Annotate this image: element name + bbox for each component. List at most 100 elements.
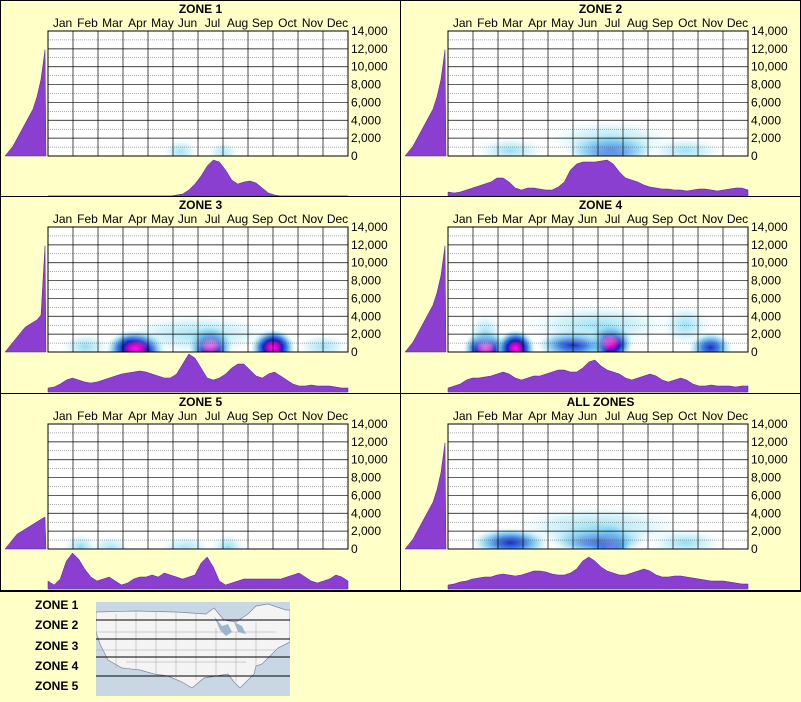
month-label-may: May: [551, 212, 574, 226]
month-label-feb: Feb: [77, 409, 98, 423]
y-tick-label: 8,000: [351, 78, 381, 92]
y-tick-label: 2,000: [751, 327, 781, 341]
month-label-nov: Nov: [302, 409, 323, 423]
heat-blob: [475, 137, 546, 156]
legend-zone-1: ZONE 1: [35, 598, 79, 612]
y-tick-label: 8,000: [351, 471, 381, 485]
y-tick-label: 14,000: [351, 220, 388, 234]
month-label-dec: Dec: [327, 16, 348, 30]
monthly-profile: [48, 159, 348, 197]
chart-panel-5: ZONE 5 Jan Feb Mar Apr May Jun Jul Aug Sep Oct Nov D…: [0, 393, 401, 591]
elevation-profile: [404, 49, 447, 157]
y-tick-label: 4,000: [751, 506, 781, 520]
y-tick-label: 0: [751, 149, 758, 163]
y-tick-label: 14,000: [351, 417, 388, 431]
month-label-sep: Sep: [652, 409, 674, 423]
y-tick-label: 4,000: [351, 113, 381, 127]
panels-grid: ZONE 1 Jan Feb Mar Apr May Jun Jul Aug Sep Oct Nov D…: [0, 0, 801, 591]
chart-panel-4: ZONE 4 Jan Feb Mar Apr May Jun Jul Aug Sep Oct Nov D…: [400, 196, 801, 394]
month-label-nov: Nov: [702, 212, 723, 226]
month-label-jun: Jun: [578, 16, 597, 30]
monthly-profile: [47, 552, 349, 590]
y-tick-label: 12,000: [751, 42, 788, 56]
y-tick-label: 14,000: [751, 417, 788, 431]
y-tick-label: 4,000: [751, 113, 781, 127]
month-label-jan: Jan: [53, 16, 72, 30]
y-tick-label: 6,000: [351, 488, 381, 502]
month-label-dec: Dec: [727, 212, 748, 226]
month-label-may: May: [151, 16, 174, 30]
y-tick-label: 12,000: [351, 238, 388, 252]
month-label-dec: Dec: [727, 16, 748, 30]
y-tick-label: 6,000: [351, 291, 381, 305]
month-label-dec: Dec: [327, 409, 348, 423]
y-tick-label: 10,000: [351, 453, 388, 467]
y-tick-label: 0: [351, 149, 358, 163]
y-tick-label: 8,000: [751, 471, 781, 485]
legend-zone-5: ZONE 5: [35, 679, 79, 693]
us-map-image: [96, 602, 290, 696]
y-tick-label: 12,000: [751, 435, 788, 449]
month-label-feb: Feb: [77, 16, 98, 30]
month-label-oct: Oct: [278, 212, 297, 226]
monthly-profile: [447, 359, 749, 393]
us-zone-map: [96, 602, 290, 696]
month-label-feb: Feb: [477, 409, 498, 423]
heat-blob: [160, 535, 211, 549]
month-label-aug: Aug: [227, 212, 248, 226]
chart-title: ZONE 3: [178, 198, 223, 212]
chart-svg: Jan Feb Mar Apr May Jun Jul Aug Sep Oct Nov Dec14,0…: [4, 212, 388, 393]
month-label-sep: Sep: [652, 16, 674, 30]
y-tick-label: 6,000: [751, 488, 781, 502]
elevation-profile: [4, 245, 47, 353]
month-label-jul: Jul: [605, 212, 620, 226]
month-label-nov: Nov: [702, 16, 723, 30]
month-label-jul: Jul: [605, 409, 620, 423]
month-label-oct: Oct: [278, 409, 297, 423]
month-label-jun: Jun: [578, 409, 597, 423]
y-tick-label: 14,000: [751, 24, 788, 38]
y-tick-label: 10,000: [351, 60, 388, 74]
month-label-oct: Oct: [678, 409, 697, 423]
month-label-apr: Apr: [128, 409, 147, 423]
month-label-dec: Dec: [727, 409, 748, 423]
month-label-may: May: [551, 16, 574, 30]
month-label-jan: Jan: [453, 212, 472, 226]
chart-svg: Jan Feb Mar Apr May Jun Jul Aug Sep Oct Nov Dec14,0…: [4, 16, 388, 197]
month-label-apr: Apr: [128, 16, 147, 30]
y-tick-label: 4,000: [351, 309, 381, 323]
month-label-mar: Mar: [502, 409, 523, 423]
month-label-aug: Aug: [227, 409, 248, 423]
y-tick-label: 6,000: [751, 95, 781, 109]
elevation-profile: [404, 245, 447, 353]
y-tick-label: 8,000: [751, 78, 781, 92]
y-tick-label: 10,000: [751, 453, 788, 467]
month-label-nov: Nov: [702, 409, 723, 423]
month-label-feb: Feb: [477, 16, 498, 30]
month-label-jun: Jun: [178, 409, 197, 423]
y-tick-label: 0: [351, 345, 358, 359]
y-tick-label: 8,000: [751, 274, 781, 288]
month-label-may: May: [151, 409, 174, 423]
y-tick-label: 10,000: [751, 60, 788, 74]
month-label-jul: Jul: [205, 212, 220, 226]
elevation-profile: [4, 49, 47, 157]
month-label-jun: Jun: [178, 212, 197, 226]
y-tick-label: 10,000: [751, 256, 788, 270]
chart-svg: Jan Feb Mar Apr May Jun Jul Aug Sep Oct Nov Dec14,0…: [4, 409, 388, 590]
month-label-jan: Jan: [453, 409, 472, 423]
heat-blob: [468, 312, 503, 352]
month-label-aug: Aug: [627, 212, 648, 226]
month-label-apr: Apr: [528, 16, 547, 30]
month-label-may: May: [551, 409, 574, 423]
y-tick-label: 12,000: [351, 42, 388, 56]
y-tick-label: 0: [351, 542, 358, 556]
heat-blob: [163, 139, 198, 156]
y-tick-label: 6,000: [351, 95, 381, 109]
y-tick-label: 2,000: [351, 524, 381, 538]
chart-panel-1: ZONE 1 Jan Feb Mar Apr May Jun Jul Aug Sep Oct Nov D…: [0, 0, 401, 198]
chart-title: ALL ZONES: [566, 395, 635, 409]
month-label-aug: Aug: [227, 16, 248, 30]
y-tick-label: 2,000: [751, 524, 781, 538]
month-label-sep: Sep: [252, 409, 274, 423]
